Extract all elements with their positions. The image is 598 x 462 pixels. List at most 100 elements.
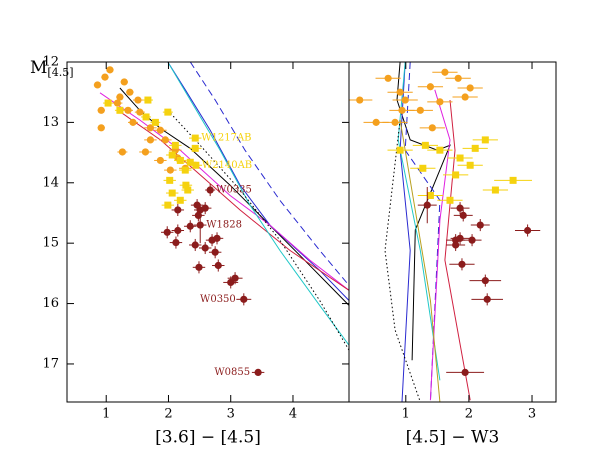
model-line	[119, 87, 349, 306]
point	[144, 96, 152, 104]
frame	[348, 61, 557, 403]
model-line	[399, 119, 441, 402]
point	[416, 106, 424, 114]
point	[452, 241, 460, 249]
point	[156, 126, 164, 134]
point	[471, 144, 479, 152]
model-line	[404, 62, 441, 402]
point	[120, 78, 128, 86]
point	[93, 81, 102, 89]
point	[201, 244, 209, 252]
point	[461, 368, 469, 377]
point	[454, 74, 462, 82]
point-label: W0855	[214, 367, 250, 378]
point-label: W0350	[200, 294, 236, 305]
point	[166, 176, 174, 184]
point	[452, 171, 460, 179]
point	[184, 186, 192, 194]
point	[182, 181, 190, 189]
y-tick-label: 17	[42, 356, 59, 371]
point	[118, 148, 127, 156]
point	[214, 261, 222, 270]
y-tick-label: 15	[42, 236, 59, 251]
point	[164, 108, 172, 116]
point	[468, 236, 476, 244]
point	[213, 234, 221, 242]
point	[146, 124, 155, 132]
point	[524, 226, 532, 235]
model-line	[444, 99, 471, 401]
model-line	[399, 62, 411, 402]
x-tick-label: 4	[289, 407, 297, 422]
point	[476, 221, 484, 229]
x-axis-label: [4.5] − W3	[406, 428, 500, 448]
model-line	[117, 109, 349, 291]
point	[97, 106, 105, 114]
y-tick-label: 16	[42, 296, 59, 311]
point	[171, 141, 179, 149]
point	[481, 277, 489, 285]
point	[168, 151, 176, 159]
point	[116, 106, 124, 114]
model-line	[99, 92, 349, 291]
point	[372, 118, 380, 126]
point	[491, 186, 499, 194]
point	[181, 166, 189, 174]
point	[156, 156, 164, 165]
point	[176, 156, 184, 164]
point	[461, 93, 469, 101]
point	[211, 248, 219, 256]
point	[441, 68, 449, 76]
x-tick-label: 1	[102, 407, 110, 422]
point	[124, 106, 132, 114]
point	[436, 98, 444, 106]
point	[161, 136, 169, 144]
point	[113, 99, 122, 107]
point	[97, 124, 105, 132]
x-axis-label: [3.6] − [4.5]	[155, 428, 261, 448]
point	[174, 226, 182, 235]
y-axis-label-main: M	[30, 58, 47, 78]
point	[481, 136, 489, 144]
point	[116, 93, 124, 101]
y-tick-label: 12	[42, 55, 59, 70]
x-tick-label: 1	[402, 407, 410, 422]
point	[446, 196, 454, 204]
model-line	[167, 62, 349, 346]
point	[142, 113, 150, 121]
point	[164, 201, 172, 209]
x-tick-label: 3	[227, 407, 235, 422]
x-tick-label: 2	[164, 407, 172, 422]
point	[104, 99, 112, 107]
point	[206, 186, 214, 194]
point	[129, 118, 137, 126]
point	[466, 161, 474, 169]
point	[436, 146, 444, 154]
point-label: W2140AB	[202, 160, 252, 171]
point	[172, 238, 180, 247]
x-tick-label: 3	[528, 407, 536, 422]
point	[509, 176, 517, 184]
model-line	[189, 62, 349, 286]
point	[419, 164, 427, 172]
point	[466, 84, 474, 92]
point	[186, 222, 194, 230]
point	[426, 191, 434, 199]
point	[456, 154, 464, 162]
point	[196, 221, 204, 229]
point	[146, 136, 155, 144]
point	[166, 166, 174, 174]
plot-area	[93, 62, 349, 377]
point-label: W0335	[216, 185, 252, 196]
point	[191, 241, 199, 249]
plot-area	[349, 62, 541, 402]
point	[356, 96, 364, 104]
point	[201, 204, 209, 212]
point	[176, 196, 184, 204]
point	[456, 234, 464, 242]
point	[240, 295, 248, 303]
point	[483, 295, 491, 303]
point	[193, 201, 201, 209]
